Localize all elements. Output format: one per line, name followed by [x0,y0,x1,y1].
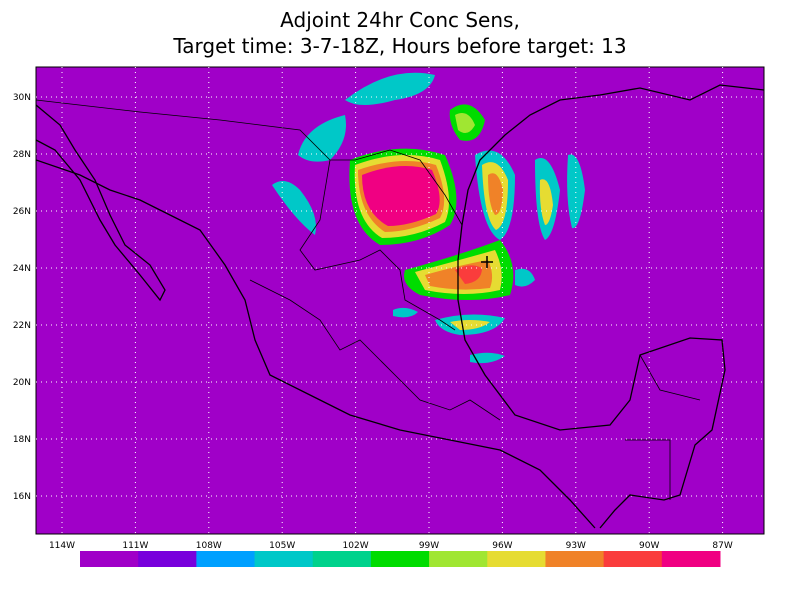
contour [539,179,553,225]
coastlines [36,84,764,529]
contour [345,72,435,105]
contour [515,268,535,287]
lat-label: 24N [13,264,31,274]
lat-label: 30N [13,93,31,103]
lon-label: 87W [712,541,732,551]
colorbar-swatch [370,551,430,567]
lat-label: 16N [13,492,31,502]
lon-label: 99W [419,541,439,551]
colorbar-swatch [661,551,721,567]
contour [393,307,418,318]
colorbar-swatch [138,551,197,567]
colorbar-swatch [603,551,663,567]
lon-label: 93W [566,541,586,551]
title-line: Target time: 3-7-18Z, Hours before targe… [172,34,626,58]
lon-label: 111W [122,541,148,551]
colorbar-swatch [196,551,256,567]
contour [455,265,482,284]
lat-label: 18N [13,435,31,445]
target-marker [481,256,493,268]
lon-label: 102W [343,541,369,551]
lon-label: 108W [196,541,222,551]
lat-label: 26N [13,207,31,217]
colorbar-swatch [312,551,372,567]
contour [470,352,505,364]
colorbar-swatch [80,551,139,567]
contour [450,320,490,330]
contour [272,181,316,235]
lon-label: 90W [639,541,659,551]
colorbar-swatch [545,551,605,567]
lat-label: 28N [13,150,31,160]
contour [298,115,346,162]
colorbar-swatch [429,551,488,567]
colorbar-swatch [254,551,314,567]
lon-label: 105W [269,541,295,551]
title-line: Adjoint 24hr Conc Sens, [280,8,520,32]
lon-label: 114W [49,541,75,551]
contour [455,112,475,134]
colorbar-swatch [487,551,546,567]
contour [567,154,585,229]
lat-label: 20N [13,378,31,388]
lat-label: 22N [13,321,31,331]
contour [488,173,503,215]
map-frame [35,66,765,535]
lon-label: 96W [492,541,512,551]
